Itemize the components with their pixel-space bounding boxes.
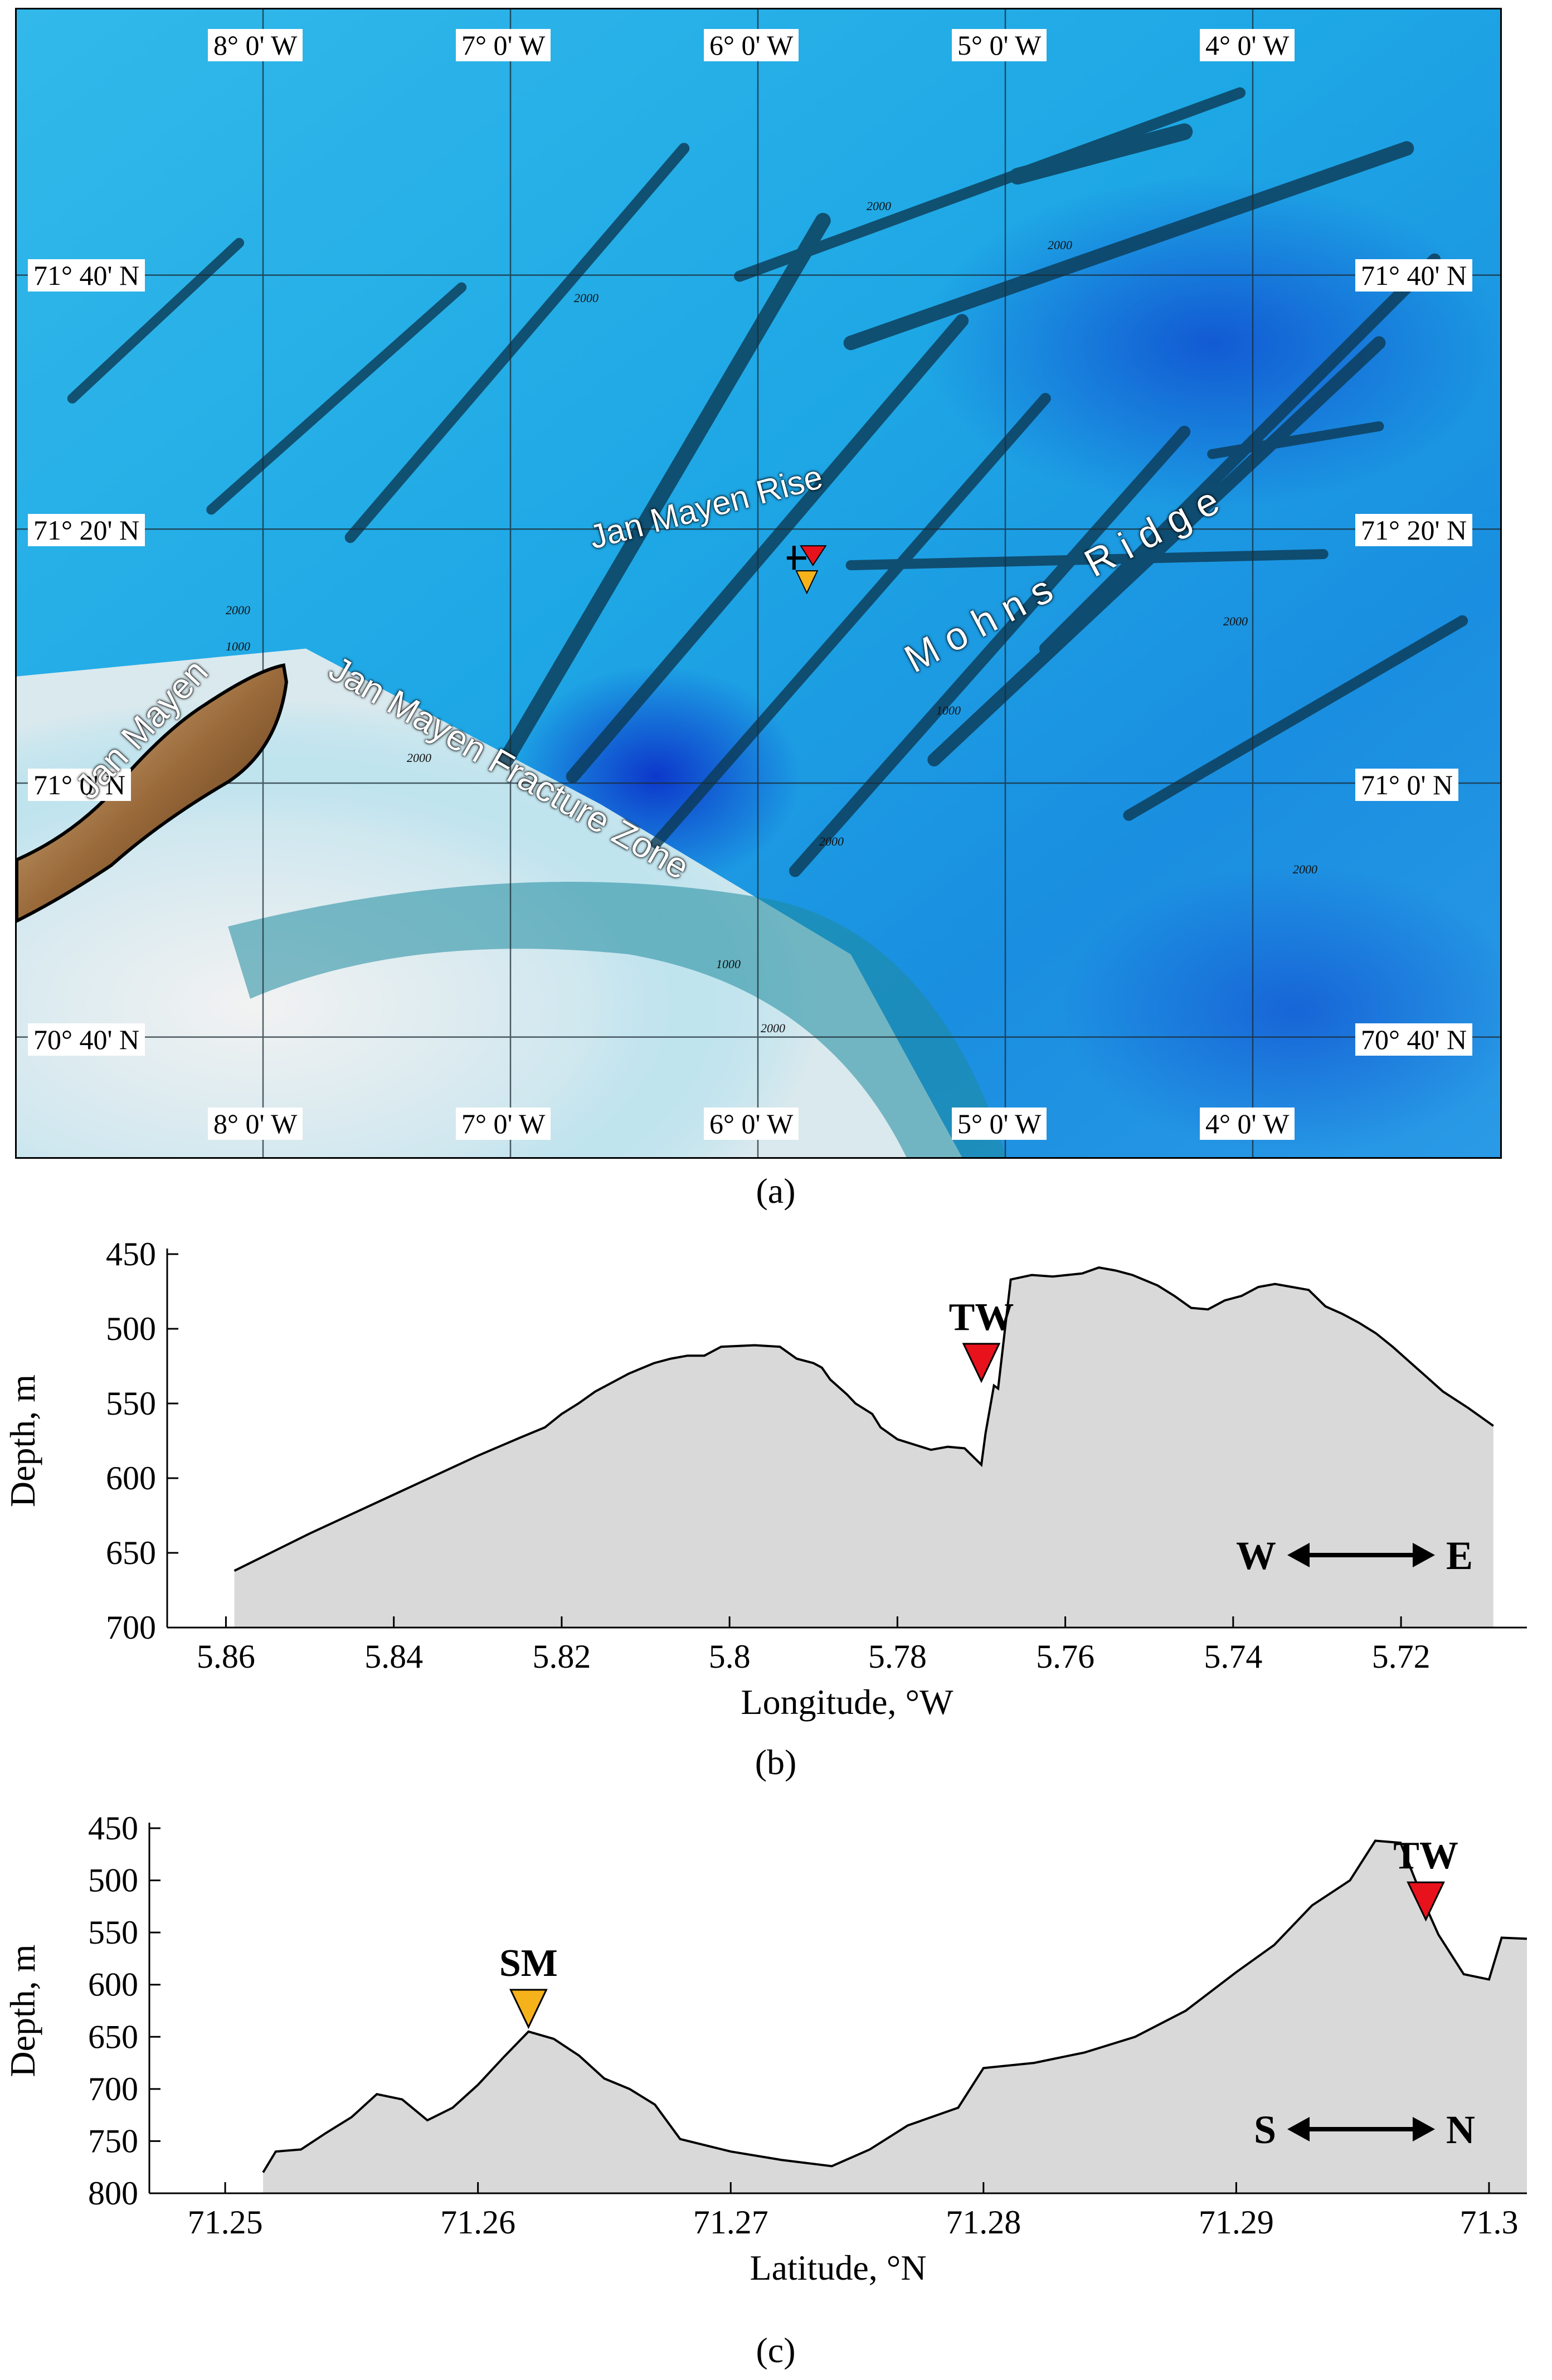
- x-tick-label: 71.26: [440, 2204, 515, 2241]
- x-tick-label: 5.78: [868, 1638, 927, 1675]
- x-tick-label: 5.76: [1036, 1638, 1094, 1675]
- x-axis-title: Longitude, °W: [741, 1682, 953, 1722]
- arrow-head-right: [1413, 2117, 1435, 2141]
- lon-label-bottom: 6° 0' W: [704, 1108, 799, 1140]
- depth-profile-area: [234, 1267, 1493, 1628]
- arrow-head-left: [1287, 1543, 1310, 1567]
- tw-marker: [1407, 1881, 1445, 1922]
- x-tick-label: 5.86: [197, 1638, 255, 1675]
- y-tick-label: 500: [88, 1862, 138, 1899]
- contour-label: 2000: [574, 291, 599, 305]
- lon-label-bottom: 4° 0' W: [1200, 1108, 1295, 1140]
- y-tick-label: 650: [106, 1534, 156, 1571]
- caption-c: (c): [756, 2330, 796, 2370]
- direction-label-right: N: [1446, 2107, 1475, 2152]
- x-tick-label: 71.29: [1199, 2204, 1274, 2241]
- direction-label-right: E: [1446, 1533, 1473, 1578]
- x-tick-label: 5.84: [364, 1638, 423, 1675]
- contour-label: 2000: [1223, 614, 1248, 628]
- y-tick-label: 700: [88, 2071, 138, 2107]
- sm-map-marker: [795, 570, 819, 595]
- lat-label-left: 71° 20' N: [28, 514, 145, 546]
- contour-label: 1000: [226, 639, 250, 653]
- x-tick-label: 71.25: [188, 2204, 263, 2241]
- y-tick-label: 800: [88, 2175, 138, 2212]
- arrow-head-right: [1413, 1543, 1435, 1567]
- tw-marker-label: TW: [1393, 1834, 1458, 1877]
- x-tick-label: 5.8: [709, 1638, 751, 1675]
- sm-marker: [509, 1989, 548, 2029]
- y-tick-label: 600: [106, 1460, 156, 1497]
- y-axis-title: Depth, m: [3, 1374, 42, 1507]
- tw-marker-label: TW: [949, 1296, 1014, 1339]
- lon-label-bottom: 5° 0' W: [952, 1108, 1047, 1140]
- lat-label-left: 71° 0' N: [28, 769, 132, 801]
- lon-label-top: 6° 0' W: [704, 29, 799, 61]
- tw-map-marker: [786, 545, 827, 570]
- x-tick-label: 71.3: [1459, 2204, 1518, 2241]
- map-image: [17, 9, 1500, 1157]
- lon-label-top: 8° 0' W: [208, 29, 303, 61]
- y-tick-label: 600: [88, 1966, 138, 2003]
- y-tick-label: 450: [106, 1236, 156, 1272]
- arrow-head-left: [1287, 2117, 1310, 2141]
- y-tick-label: 450: [88, 1810, 138, 1847]
- caption-b: (b): [755, 1742, 797, 1782]
- x-tick-label: 71.28: [946, 2204, 1021, 2241]
- y-tick-label: 750: [88, 2122, 138, 2159]
- direction-label-left: W: [1236, 1533, 1276, 1578]
- lon-label-top: 7° 0' W: [456, 29, 551, 61]
- lon-label-top: 5° 0' W: [952, 29, 1047, 61]
- contour-label: 2000: [761, 1021, 785, 1035]
- direction-label-left: S: [1254, 2107, 1276, 2152]
- contour-label: 1000: [716, 957, 741, 971]
- contour-label: 2000: [226, 603, 250, 617]
- profile-chart-longitude: 450 500 550 600 650 700 5.86 5.84 5.82 5.8 5.78 5.7…: [3, 1236, 1527, 1722]
- contour-label: 2000: [407, 751, 431, 765]
- y-tick-label: 550: [88, 1914, 138, 1951]
- lon-label-bottom: 8° 0' W: [208, 1108, 303, 1140]
- lon-label-top: 4° 0' W: [1200, 29, 1295, 61]
- x-tick-label: 5.74: [1204, 1638, 1262, 1675]
- lat-label-left: 71° 40' N: [28, 259, 145, 292]
- lon-label-bottom: 7° 0' W: [456, 1108, 551, 1140]
- contour-label: 2000: [819, 834, 844, 848]
- x-tick-label: 5.72: [1372, 1638, 1431, 1675]
- sm-marker-label: SM: [499, 1942, 558, 1985]
- depth-profile-line: [262, 1839, 1527, 2173]
- bathymetry-map: 8° 0' W 7° 0' W 6° 0' W 5° 0' W 4° 0' W …: [15, 8, 1502, 1159]
- x-axis-title: Latitude, °N: [750, 2248, 926, 2287]
- x-tick-label: 71.27: [693, 2204, 768, 2241]
- y-tick-label: 500: [106, 1310, 156, 1347]
- lat-label-right: 71° 40' N: [1355, 259, 1473, 292]
- profile-chart-latitude: 450 500 550 600 650 700 750 800 71.25 71.26 71.27 7…: [3, 1810, 1527, 2287]
- depth-profile-line: [233, 1266, 1494, 1572]
- lat-label-left: 70° 40' N: [28, 1023, 145, 1056]
- depth-profile-area: [263, 1840, 1527, 2193]
- contour-label: 2000: [1048, 238, 1072, 252]
- y-tick-label: 650: [88, 2018, 138, 2055]
- contour-label: 2000: [1293, 862, 1317, 876]
- lat-label-right: 71° 20' N: [1355, 514, 1473, 546]
- y-tick-label: 550: [106, 1385, 156, 1422]
- lat-label-right: 70° 40' N: [1355, 1023, 1473, 1056]
- contour-label: 2000: [867, 199, 891, 213]
- y-axis-title: Depth, m: [3, 1944, 42, 2077]
- lat-label-right: 71° 0' N: [1355, 769, 1459, 801]
- tw-marker: [962, 1343, 1001, 1383]
- contour-label: 1000: [936, 703, 961, 717]
- x-tick-label: 5.82: [532, 1638, 591, 1675]
- y-tick-label: 700: [106, 1609, 156, 1646]
- caption-a: (a): [756, 1171, 796, 1211]
